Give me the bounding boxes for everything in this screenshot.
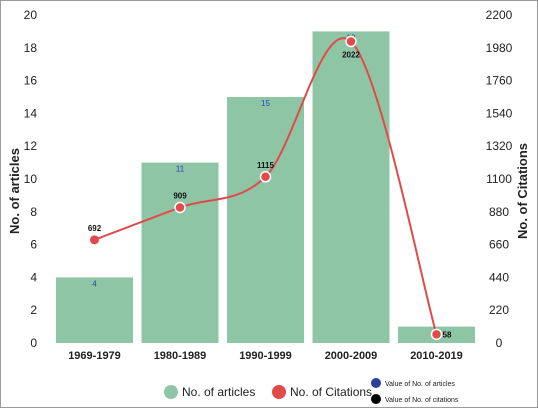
- y-tick-label: 16: [24, 74, 38, 88]
- citation-point: [259, 171, 272, 183]
- legend-label-citation-values: Value of No. of citations: [385, 397, 459, 404]
- y2-tick-label: 220: [489, 303, 509, 317]
- y2-tick-label: 1100: [486, 172, 512, 186]
- y-tick-label: 2: [30, 303, 37, 317]
- y2-tick-label: 0: [496, 336, 503, 350]
- bars: [56, 31, 475, 344]
- y-tick-label: 12: [24, 139, 38, 153]
- citations-curve: [94, 37, 438, 335]
- y2-tick-label: 1320: [486, 139, 513, 153]
- citation-value-label: 1115: [257, 161, 274, 170]
- y2-tick-label: 880: [489, 205, 509, 219]
- bar: [56, 277, 133, 343]
- y2-tick-label: 440: [489, 270, 509, 284]
- citation-point: [345, 35, 357, 48]
- y-tick-label: 6: [30, 238, 37, 252]
- legend-label-articles: No. of articles: [182, 385, 255, 399]
- x-category-label: 1969-1979: [68, 350, 121, 362]
- bar: [227, 97, 304, 343]
- y-tick-label: 20: [24, 8, 38, 22]
- citation-point: [174, 201, 186, 214]
- y-tick-label: 10: [24, 172, 38, 186]
- y-tick-label: 8: [30, 205, 37, 219]
- y2-tick-label: 660: [489, 238, 509, 252]
- y-axis-label: No. of articles: [7, 148, 22, 234]
- legend-label-citations: No. of Citations: [290, 385, 372, 399]
- legend-swatch-citation-values: [371, 394, 381, 404]
- x-category-label: 2010-2019: [410, 350, 463, 362]
- legend-swatch-articles: [164, 385, 178, 399]
- bar: [312, 31, 390, 344]
- y2-tick-label: 2200: [486, 8, 513, 22]
- citation-value-label: 909: [173, 191, 187, 200]
- citation-value-label: 58: [443, 330, 452, 339]
- left-axis-ticks: 0 2 4 6 8 10 12 14 16 18 20: [24, 8, 38, 350]
- right-axis-ticks: 0 220 440 660 880 1100 1320 1540 1760 1980 2200: [486, 8, 513, 350]
- bar-value-label: 15: [261, 99, 270, 108]
- bar: [141, 162, 219, 343]
- y2-tick-label: 1760: [486, 74, 513, 88]
- citation-value-label: 692: [88, 224, 102, 233]
- y-tick-label: 4: [30, 270, 37, 284]
- category-labels: 1969-1979 1980-1989 1990-1999 2000-2009 2010…: [68, 350, 463, 362]
- legend: No. of articles No. of Citations Value o…: [164, 378, 459, 404]
- citation-value-label: 2022: [342, 51, 360, 60]
- x-category-label: 1990-1999: [239, 350, 292, 362]
- citation-point: [90, 235, 99, 245]
- y2-tick-label: 1980: [486, 41, 513, 55]
- legend-swatch-citations: [272, 385, 286, 399]
- legend-swatch-article-values: [371, 378, 381, 388]
- citation-point: [430, 328, 443, 341]
- y-tick-label: 14: [24, 106, 38, 120]
- y-tick-label: 0: [30, 336, 37, 350]
- x-category-label: 2000-2009: [325, 350, 378, 362]
- legend-label-article-values: Value of No. of articles: [385, 381, 455, 388]
- y2-axis-label: No. of Citations: [515, 143, 530, 239]
- x-category-label: 1980-1989: [154, 350, 207, 362]
- y-tick-label: 18: [24, 41, 38, 55]
- y2-tick-label: 1540: [486, 106, 513, 120]
- bar-value-label: 11: [176, 165, 185, 174]
- citations-line: [90, 35, 443, 341]
- bar-value-label: 4: [92, 279, 97, 288]
